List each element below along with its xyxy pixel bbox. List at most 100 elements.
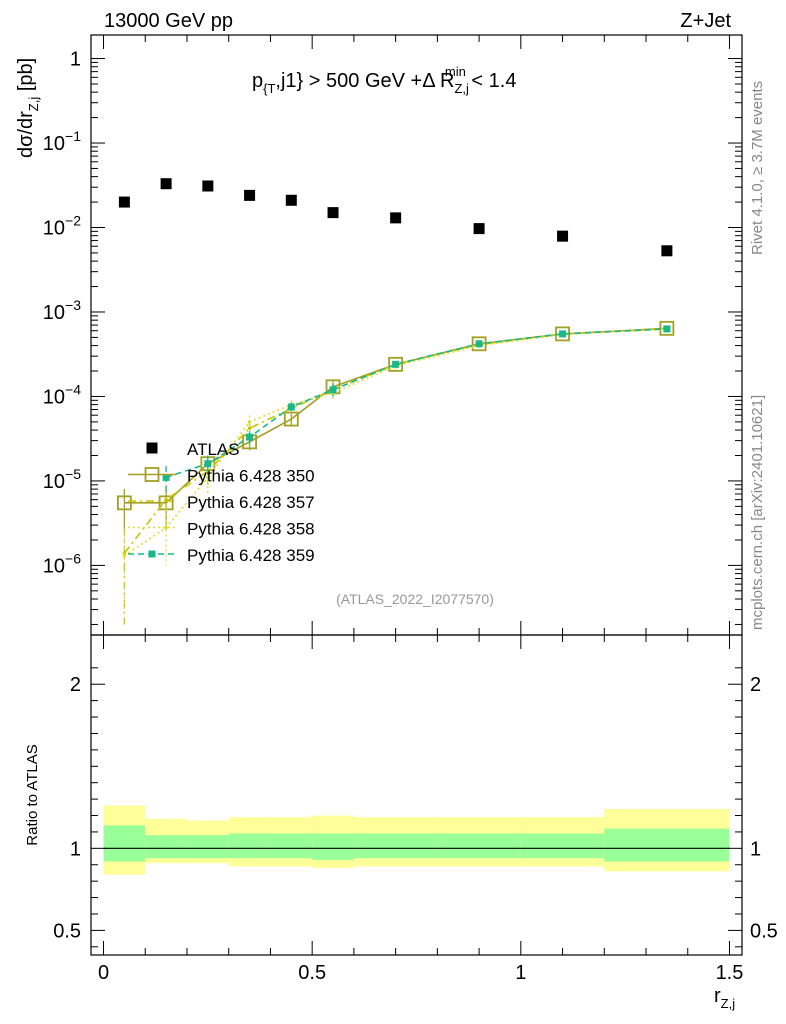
series-point-1 [388,356,404,372]
x-tick-label: 1.5 [716,962,744,984]
legend: ATLAS Pythia 6.428 350 Pythia 6.428 357 Pyt… [128,440,315,565]
legend-label-atlas: ATLAS [187,440,240,459]
main-plot-frame [90,34,743,636]
atlas-data-point [118,196,130,208]
atlas-data-point [202,180,214,192]
legend-marker-4 [148,550,156,558]
ratio-stat-band [228,833,271,859]
ratio-stat-band [312,833,354,860]
series-point-1 [659,320,675,336]
rivet-version-label: Rivet 4.1.0, ≥ 3.7M events [749,81,766,255]
ratio-stat-band [145,835,187,859]
x-tick-label: 1 [515,962,526,984]
title-tail: < 1.4 [466,70,517,92]
series-point-4 [392,360,400,368]
x-axis-label: rZ,j [714,985,735,1011]
y-tick-base: 10 [43,471,65,493]
atlas-data-point [557,230,569,242]
legend-marker-atlas [146,442,158,454]
series-line-4 [165,328,667,479]
series-point-2 [247,426,252,431]
y-tick-base: 10 [43,133,65,155]
x-axis-label-main: r [714,985,721,1007]
series-point-1 [116,495,132,511]
series-point-4 [162,473,170,481]
title-r-sup: min [445,64,466,79]
y-tick-base: 10 [43,555,65,577]
ratio-y-tick-label: 2 [70,674,81,696]
legend-label-3: Pythia 6.428 358 [187,520,315,539]
title-mid: ,j1} > 500 GeV +Δ R [275,70,454,92]
series-layer [116,320,675,625]
ratio-stat-band [437,833,521,859]
legend-label-1: Pythia 6.428 350 [187,467,315,486]
y-tick-label: 1 [70,49,81,71]
ratio-y-tick-label-right: 2 [750,674,761,696]
ratio-y-axis-label: Ratio to ATLAS [24,744,41,845]
series-point-4 [559,330,567,338]
ratio-y-tick-label: 1 [70,838,81,860]
ratio-stat-band [270,833,313,859]
header-left: 13000 GeV pp [104,10,233,32]
y-tick-base: 10 [43,302,65,324]
atlas-data-point [244,189,256,201]
series-point-3 [164,525,168,530]
atlas-data-point [160,178,172,190]
y-axis-label-sub: Z,j [26,97,41,112]
ratio-stat-band [103,825,146,862]
ratio-y-tick-label-right: 1 [750,838,761,860]
x-axis-label-sub: Z,j [721,996,736,1011]
ratio-stat-band [604,828,730,862]
analysis-watermark: (ATLAS_2022_I2077570) [336,591,494,607]
ratio-y-tick-label-right: 0.5 [750,920,778,942]
series-point-3 [206,475,210,480]
x-tick-label: 0.5 [298,962,326,984]
series-point-3 [247,420,252,424]
atlas-data-layer [118,178,673,257]
y-axis-label: dσ/drZ,j [pb] [15,58,41,158]
atlas-data-point [473,223,485,235]
y-tick-label: 10−1 [43,128,81,155]
atlas-data-point [285,194,297,206]
y-tick-exp: −3 [65,297,81,313]
atlas-data-point [327,207,339,219]
series-point-4 [287,403,295,411]
series-point-1 [283,411,299,427]
plot-title: p{T,j1} > 500 GeV +Δ RZ,j min < 1.4 [252,64,516,96]
atlas-data-point [661,245,673,257]
series-point-4 [475,340,483,348]
y-tick-label: 10−6 [43,550,81,577]
series-point-4 [329,386,337,394]
y-tick-exp: −4 [65,381,81,397]
legend-label-2: Pythia 6.428 357 [187,493,315,512]
series-point-4 [246,433,254,441]
x-tick-label: 0 [98,962,109,984]
ratio-y-tick-label: 0.5 [53,920,81,942]
legend-label-4: Pythia 6.428 359 [187,546,315,565]
mcplots-label: mcplots.cern.ch [arXiv:2401.10621] [749,395,766,630]
atlas-data-point [390,212,402,224]
y-tick-exp: −6 [65,550,81,566]
y-tick-base: 10 [43,386,65,408]
y-tick-base: 10 [43,217,65,239]
axes-layer: 110−110−210−310−410−510−60 0.5 1 1.50.5 0.51… [43,35,778,984]
ratio-stat-band [186,835,229,859]
y-tick-label: 10−2 [43,212,81,239]
y-axis-label-main: dσ/dr [15,111,37,158]
y-axis-label-unit: [pb] [15,58,37,97]
ratio-stat-band [353,833,438,859]
title-p: p [252,70,263,92]
series-point-4 [204,460,212,468]
y-tick-label: 10−3 [43,297,81,324]
series-point-4 [663,325,671,333]
legend-marker-1 [144,467,160,482]
y-tick-exp: −5 [65,466,81,482]
series-point-1 [471,336,487,352]
title-p-sub: {T [263,81,275,96]
header-right: Z+Jet [680,10,731,32]
series-line-3 [123,328,667,557]
ratio-layer [103,805,730,875]
y-tick-label: 10−5 [43,466,81,493]
title-r-sub: Z,j [454,81,469,96]
